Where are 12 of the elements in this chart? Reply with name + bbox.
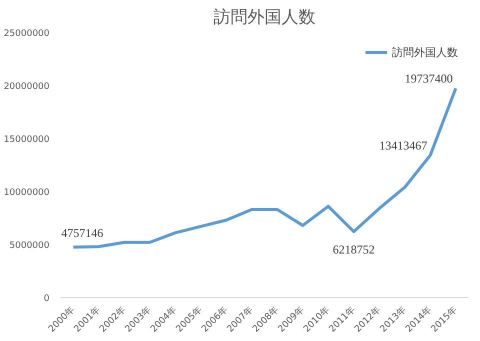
- data-label: 13413467: [379, 138, 428, 152]
- y-tick-label: 0: [44, 294, 50, 304]
- data-label: 4757146: [61, 226, 104, 240]
- y-tick-label: 15000000: [4, 135, 50, 145]
- data-label: 19737400: [404, 71, 453, 86]
- y-tick-label: 25000000: [4, 29, 50, 39]
- y-tick-label: 20000000: [4, 82, 50, 92]
- data-label: 6218752: [332, 242, 375, 257]
- y-tick-label: 10000000: [4, 188, 50, 198]
- y-tick-label: 5000000: [9, 241, 50, 251]
- legend-label: 訪問外国人数: [392, 44, 458, 60]
- chart-title: 訪問外国人数: [214, 8, 316, 28]
